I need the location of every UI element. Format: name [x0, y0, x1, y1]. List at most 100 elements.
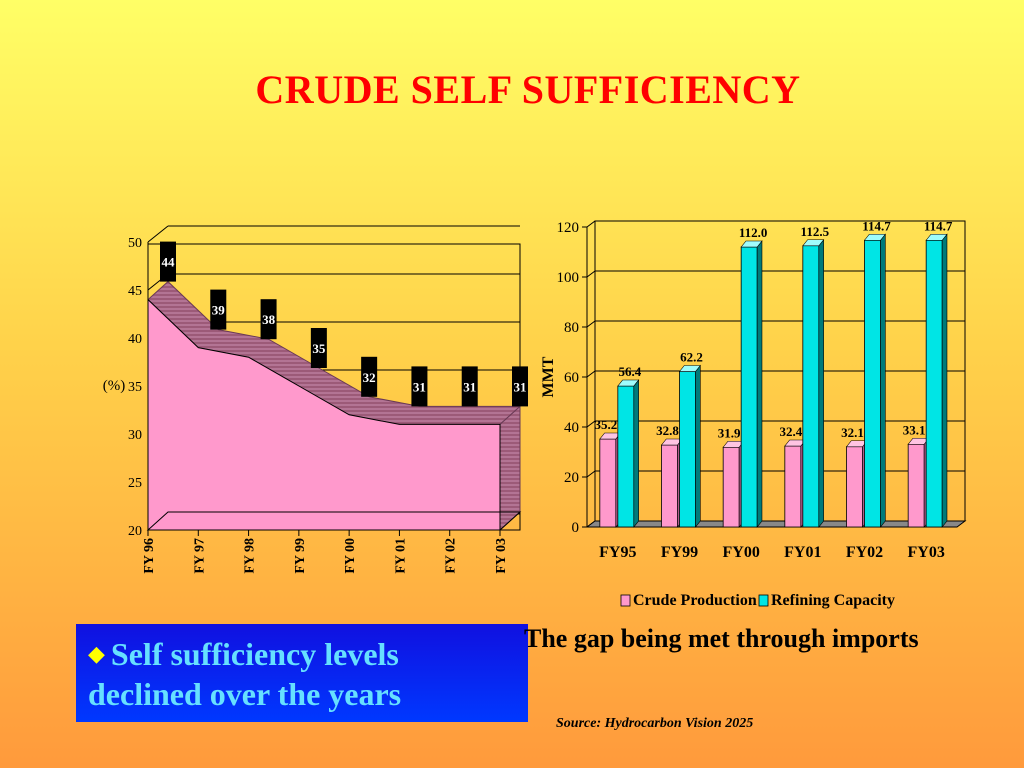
- data-label-box: [160, 241, 176, 282]
- bar-side: [695, 364, 701, 528]
- y-tick-label: 50: [128, 236, 142, 251]
- gridline-side: [586, 420, 596, 428]
- y-tick-label: 20: [128, 524, 142, 539]
- x-tick-label: FY 01: [393, 538, 408, 574]
- data-label-box: [411, 366, 428, 407]
- bar-refining-capacity: [617, 385, 635, 528]
- bar-refining-capacity: [679, 371, 696, 528]
- data-label: 62.2: [680, 350, 703, 365]
- x-tick-label: FY 99: [293, 538, 308, 574]
- data-label-box: [310, 328, 327, 368]
- data-label: 31.9: [718, 425, 741, 440]
- page-title: CRUDE SELF SUFFICIENCY: [255, 67, 801, 112]
- data-label-box: [210, 289, 227, 330]
- x-tick-label: FY99: [661, 544, 698, 561]
- legend-swatch: [758, 594, 769, 607]
- data-label: 44: [162, 255, 176, 270]
- data-label-box: [512, 366, 528, 407]
- gridline-side: [586, 370, 596, 378]
- data-label-box: [260, 299, 277, 340]
- x-tick-label: FY 00: [343, 538, 358, 574]
- y-tick-label: 80: [564, 320, 579, 336]
- legend-swatch: [620, 594, 631, 607]
- x-tick-label: FY 98: [243, 538, 258, 574]
- x-tick-label: FY 02: [444, 538, 459, 574]
- x-tick-label: FY01: [784, 544, 821, 561]
- bar-crude-production: [784, 445, 802, 528]
- x-tick-label: FY02: [846, 544, 883, 561]
- y-tick-label: 0: [572, 520, 580, 536]
- y-tick-label: 100: [557, 270, 580, 286]
- y-axis-label: (%): [103, 378, 126, 394]
- data-label: 35: [312, 341, 326, 356]
- bar-refining-capacity: [864, 239, 881, 528]
- x-tick-label: FY 97: [192, 538, 207, 574]
- bar-refining-capacity: [740, 246, 758, 528]
- legend-label: Refining Capacity: [771, 592, 895, 609]
- bar-crude-production: [722, 446, 740, 528]
- bar-top: [617, 379, 640, 387]
- bar-crude-production: [599, 438, 617, 528]
- y-tick-label: 45: [128, 284, 142, 299]
- data-label: 33.1: [903, 422, 926, 437]
- bar-side: [633, 379, 639, 528]
- gridline-side: [147, 225, 169, 243]
- y-tick-label: 40: [564, 420, 579, 436]
- data-label: 56.4: [618, 364, 641, 379]
- data-label: 38: [262, 312, 276, 327]
- gridline-side: [586, 270, 596, 278]
- source-note: Source: Hydrocarbon Vision 2025: [556, 716, 754, 731]
- crude-refining-bar-chart: 0 20 40 60 80 100 120 MMT 35.2 56.4 FY95 32.8 62.2 FY…: [540, 218, 967, 609]
- data-label: 31: [514, 379, 527, 394]
- data-label: 114.7: [862, 218, 891, 233]
- bar-side: [756, 240, 763, 528]
- callout-text: Self sufficiency levels declined over th…: [88, 636, 402, 712]
- data-label: 35.2: [594, 417, 617, 432]
- gridline-side: [586, 470, 596, 478]
- bar-top: [802, 239, 825, 247]
- bar-crude-production: [661, 444, 678, 528]
- data-label: 112.0: [739, 225, 768, 240]
- y-tick-label: 25: [128, 476, 142, 491]
- x-tick-label: FY95: [599, 544, 636, 561]
- callout-box: ◆ Self sufficiency levels declined over t…: [76, 624, 528, 722]
- data-label: 112.5: [801, 224, 830, 239]
- y-tick-label: 30: [128, 428, 142, 443]
- self-sufficiency-area-chart: 20 25 30 35 40 45 50 (%) FY 96 FY 97 FY 98 FY 99 FY …: [103, 225, 528, 574]
- data-label: 32.4: [779, 424, 802, 439]
- y-tick-label: 120: [557, 220, 580, 236]
- x-tick-label: FY 96: [142, 538, 157, 574]
- x-tick-label: FY 03: [494, 538, 509, 574]
- bar-crude-production: [846, 446, 863, 528]
- bar-top: [678, 365, 701, 372]
- gap-note: The gap being met through imports: [524, 624, 919, 653]
- bar-side: [818, 238, 824, 528]
- bar-refining-capacity: [925, 239, 943, 528]
- data-label: 39: [212, 303, 226, 318]
- bar-top: [925, 233, 948, 241]
- bar-crude-production: [907, 443, 925, 528]
- bar-top: [740, 240, 763, 248]
- diamond-bullet-icon: ◆: [88, 641, 105, 666]
- y-tick-label: 40: [128, 332, 142, 347]
- legend-label: Crude Production: [633, 592, 757, 609]
- bar-refining-capacity: [802, 245, 820, 528]
- data-label: 31: [463, 379, 476, 394]
- y-tick-label: 35: [128, 380, 142, 395]
- data-label-box: [461, 366, 478, 407]
- bar-side: [880, 233, 886, 528]
- y-tick-label: 60: [564, 370, 579, 386]
- data-label: 114.7: [924, 218, 953, 233]
- gridline-side: [586, 320, 596, 328]
- y-tick-label: 20: [564, 470, 579, 486]
- gridline-side: [586, 220, 596, 228]
- bar-side: [941, 233, 948, 528]
- x-tick-label: FY00: [723, 544, 760, 561]
- area-side-face: [499, 405, 521, 532]
- area-series: [147, 298, 501, 531]
- data-label: 32.1: [841, 425, 864, 440]
- data-label: 32.8: [656, 423, 679, 438]
- bar-top: [863, 233, 886, 241]
- y-axis-label: MMT: [540, 356, 557, 397]
- x-tick-label: FY03: [908, 544, 945, 561]
